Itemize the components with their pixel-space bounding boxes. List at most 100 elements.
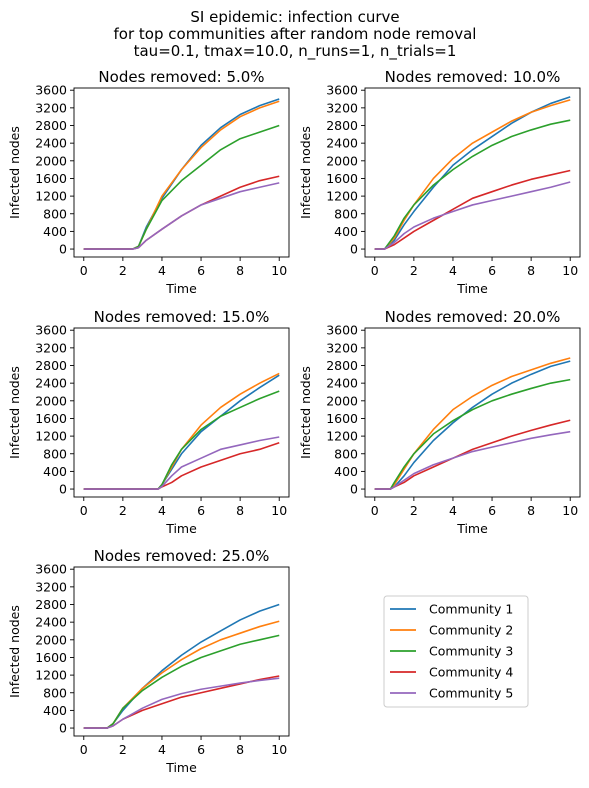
y-tick-label: 0 bbox=[59, 482, 67, 497]
legend-label: Community 3 bbox=[429, 644, 513, 659]
y-tick-label: 2400 bbox=[35, 136, 67, 151]
y-tick-label: 400 bbox=[334, 224, 358, 239]
y-tick-label: 800 bbox=[334, 446, 358, 461]
subplot-2: 0 2 4 6 8 10 0 400 800 1200 1600 2000 2400 2800 3200 36… bbox=[298, 68, 581, 296]
y-tick-label: 3200 bbox=[35, 340, 67, 355]
series-line-community-2 bbox=[374, 99, 571, 250]
y-tick-label: 3200 bbox=[35, 579, 67, 594]
y-tick-label: 2000 bbox=[35, 153, 67, 168]
x-tick-label: 8 bbox=[236, 503, 244, 518]
legend-label: Community 4 bbox=[429, 665, 513, 680]
legend-label: Community 1 bbox=[429, 602, 513, 617]
y-tick-label: 1600 bbox=[35, 171, 67, 186]
legend-box bbox=[383, 595, 529, 708]
x-tick-label: 10 bbox=[271, 503, 287, 518]
plot-frame bbox=[364, 327, 581, 498]
plot-frame bbox=[73, 566, 290, 737]
x-tick-label: 8 bbox=[527, 503, 535, 518]
y-tick-label: 2000 bbox=[326, 393, 358, 408]
y-axis-label: Infected nodes bbox=[298, 126, 313, 219]
legend-item: Community 4 bbox=[390, 665, 513, 680]
y-tick-label: 3600 bbox=[326, 323, 358, 338]
y-tick-label: 2000 bbox=[35, 632, 67, 647]
series-line-community-2 bbox=[83, 620, 280, 729]
x-tick-label: 8 bbox=[236, 263, 244, 278]
y-tick-label: 2800 bbox=[326, 358, 358, 373]
y-tick-label: 400 bbox=[334, 464, 358, 479]
figure-title-line-2: for top communities after random node re… bbox=[114, 25, 477, 43]
y-tick-label: 1200 bbox=[35, 189, 67, 204]
series-line-community-5 bbox=[83, 436, 280, 490]
y-tick-label: 2800 bbox=[326, 118, 358, 133]
x-axis-label: Time bbox=[165, 521, 197, 536]
y-tick-label: 800 bbox=[43, 685, 67, 700]
y-tick-label: 0 bbox=[350, 482, 358, 497]
subplot-grid: 0 2 4 6 8 10040080012001600200024002800320036… bbox=[7, 68, 581, 775]
x-tick-label: 0 bbox=[80, 742, 88, 757]
figure-title-line-3: tau=0.1, tmax=10.0, n_runs=1, n_trials=1 bbox=[134, 42, 457, 61]
series-line-community-3 bbox=[83, 634, 280, 729]
plot-frame bbox=[364, 87, 581, 258]
x-tick-label: 8 bbox=[236, 742, 244, 757]
series-line-community-1 bbox=[83, 98, 280, 250]
y-axis-label: Infected nodes bbox=[7, 605, 22, 698]
x-tick-label: 0 bbox=[80, 503, 88, 518]
y-tick-label: 2800 bbox=[35, 597, 67, 612]
y-tick-label: 1600 bbox=[35, 650, 67, 665]
y-tick-label: 1200 bbox=[35, 429, 67, 444]
x-axis-label: Time bbox=[456, 521, 488, 536]
y-tick-label: 400 bbox=[43, 703, 67, 718]
x-tick-label: 4 bbox=[158, 742, 166, 757]
x-tick-label: 0 bbox=[80, 263, 88, 278]
x-tick-label: 6 bbox=[488, 503, 496, 518]
x-axis-label: Time bbox=[165, 281, 197, 296]
y-tick-label: 0 bbox=[59, 721, 67, 736]
series-line-community-2 bbox=[374, 357, 571, 490]
series-line-community-3 bbox=[374, 378, 571, 490]
plot-frame bbox=[73, 327, 290, 498]
x-tick-label: 6 bbox=[488, 263, 496, 278]
series-line-community-2 bbox=[83, 100, 280, 250]
y-tick-label: 3200 bbox=[326, 100, 358, 115]
x-tick-label: 0 bbox=[371, 503, 379, 518]
y-tick-label: 1200 bbox=[326, 189, 358, 204]
y-tick-label: 800 bbox=[334, 206, 358, 221]
y-tick-label: 1200 bbox=[326, 429, 358, 444]
x-tick-label: 0 bbox=[371, 263, 379, 278]
subplot-title: Nodes removed: 25.0% bbox=[94, 547, 270, 565]
subplot-1: 0 2 4 6 8 10 0 400 800 1200 1600 2000 2400 2800 3200 36… bbox=[7, 68, 290, 296]
y-tick-label: 400 bbox=[43, 464, 67, 479]
x-axis-label: Time bbox=[456, 281, 488, 296]
x-tick-label: 2 bbox=[119, 263, 127, 278]
y-tick-label: 0 bbox=[350, 242, 358, 257]
y-tick-label: 1600 bbox=[326, 411, 358, 426]
legend-item: Community 2 bbox=[390, 623, 513, 638]
subplot-title: Nodes removed: 10.0% bbox=[385, 68, 561, 86]
x-tick-label: 6 bbox=[197, 503, 205, 518]
x-tick-label: 8 bbox=[527, 263, 535, 278]
y-tick-label: 2400 bbox=[326, 136, 358, 151]
x-tick-label: 10 bbox=[271, 263, 287, 278]
x-tick-label: 4 bbox=[158, 503, 166, 518]
series-line-community-3 bbox=[374, 119, 571, 250]
legend-label: Community 2 bbox=[429, 623, 513, 638]
series-line-community-3 bbox=[83, 390, 280, 490]
series-line-community-4 bbox=[374, 419, 571, 490]
y-tick-label: 1200 bbox=[35, 668, 67, 683]
x-tick-label: 4 bbox=[158, 263, 166, 278]
y-tick-label: 2000 bbox=[326, 153, 358, 168]
legend: Community 1 Community 2 Community 3 Communi… bbox=[383, 595, 529, 708]
y-tick-label: 1600 bbox=[35, 411, 67, 426]
y-tick-label: 2400 bbox=[326, 376, 358, 391]
subplot-title: Nodes removed: 15.0% bbox=[94, 308, 270, 326]
legend-item: Community 3 bbox=[390, 644, 513, 659]
series-line-community-4 bbox=[83, 675, 280, 729]
series-line-community-1 bbox=[374, 96, 571, 250]
subplot-title: Nodes removed: 20.0% bbox=[385, 308, 561, 326]
x-tick-label: 6 bbox=[197, 742, 205, 757]
figure-title-line-1: SI epidemic: infection curve bbox=[190, 8, 399, 26]
series-line-community-4 bbox=[83, 175, 280, 250]
series-line-community-4 bbox=[374, 169, 571, 250]
series-line-community-1 bbox=[83, 374, 280, 490]
x-tick-label: 10 bbox=[271, 742, 287, 757]
